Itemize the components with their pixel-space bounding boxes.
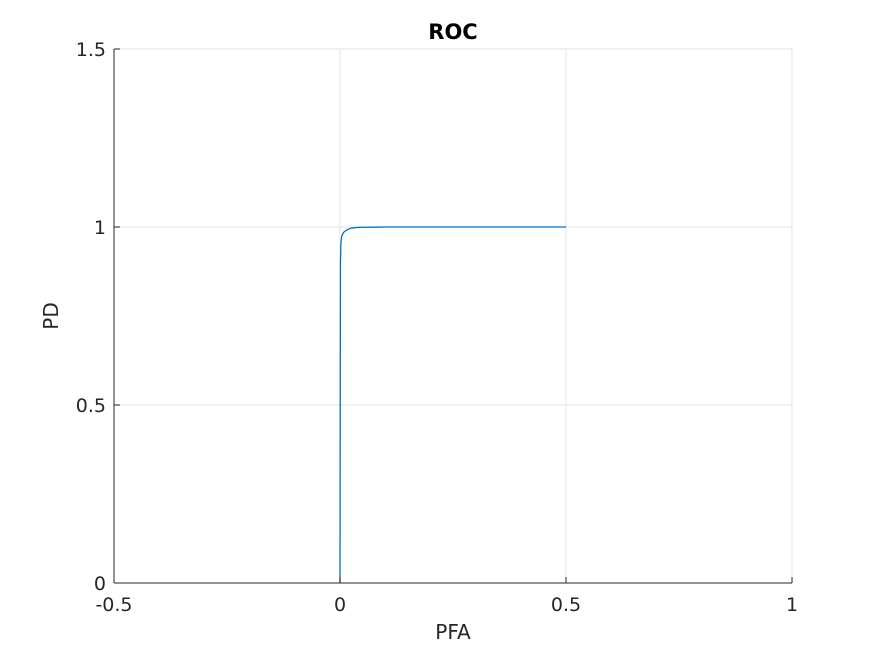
y-tick-label-0: 0	[94, 573, 106, 595]
y-tick-label-2: 1	[94, 217, 106, 239]
plot-series	[339, 226, 566, 584]
series-line-0	[339, 226, 566, 584]
x-tick-label-0: -0.5	[95, 594, 132, 616]
y-tick-label-1: 0.5	[76, 395, 106, 417]
tick-labels: -0.5 0 0.5 100.511.5	[76, 39, 798, 616]
y-axis-label: PD	[39, 302, 63, 329]
x-axis-label: PFA	[435, 620, 471, 644]
x-tick-label-2: 0.5	[551, 594, 581, 616]
x-tick-label-1: 0	[334, 594, 346, 616]
tick-marks	[113, 48, 793, 584]
plot-area	[114, 49, 792, 583]
axes-frame	[113, 49, 792, 584]
chart-title: ROC	[428, 20, 477, 44]
axes-background	[114, 49, 792, 583]
x-tick-label-3: 1	[786, 594, 798, 616]
y-tick-label-3: 1.5	[76, 39, 106, 61]
